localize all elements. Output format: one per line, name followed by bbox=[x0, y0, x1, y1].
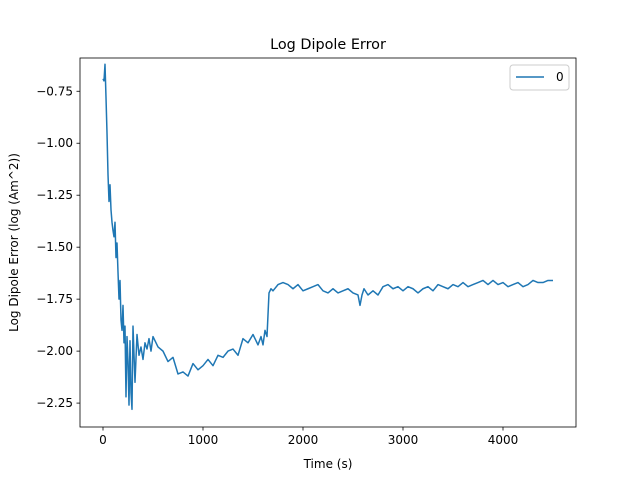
series-line-0 bbox=[102, 63, 553, 411]
x-tick-label: 3000 bbox=[388, 433, 419, 447]
plot-area bbox=[79, 57, 577, 428]
y-tick-label: −0.75 bbox=[36, 84, 73, 98]
legend-label-0: 0 bbox=[556, 70, 564, 84]
chart-title: Log Dipole Error bbox=[270, 37, 386, 53]
x-axis-ticks: 0 1000 2000 3000 4000 bbox=[99, 427, 518, 447]
x-tick-label: 2000 bbox=[288, 433, 319, 447]
y-tick-label: −1.75 bbox=[36, 292, 73, 306]
y-tick-label: −2.00 bbox=[36, 344, 73, 358]
y-tick-label: −1.50 bbox=[36, 240, 73, 254]
x-tick-label: 0 bbox=[99, 433, 107, 447]
y-axis-label: Log Dipole Error (log (Am^2)) bbox=[7, 153, 21, 332]
legend: 0 bbox=[509, 64, 570, 91]
y-tick-label: −2.25 bbox=[36, 396, 73, 410]
x-axis-label: Time (s) bbox=[303, 457, 353, 471]
plot-background bbox=[80, 58, 576, 427]
y-tick-label: −1.25 bbox=[36, 188, 73, 202]
x-tick-label: 1000 bbox=[188, 433, 219, 447]
plot-frame bbox=[79, 57, 577, 428]
y-tick-label: −1.00 bbox=[36, 136, 73, 150]
x-tick-label: 4000 bbox=[488, 433, 519, 447]
y-axis-ticks: −2.25 −2.00 −1.75 −1.50 −1.25 −1.00 −0.75 bbox=[36, 84, 80, 410]
